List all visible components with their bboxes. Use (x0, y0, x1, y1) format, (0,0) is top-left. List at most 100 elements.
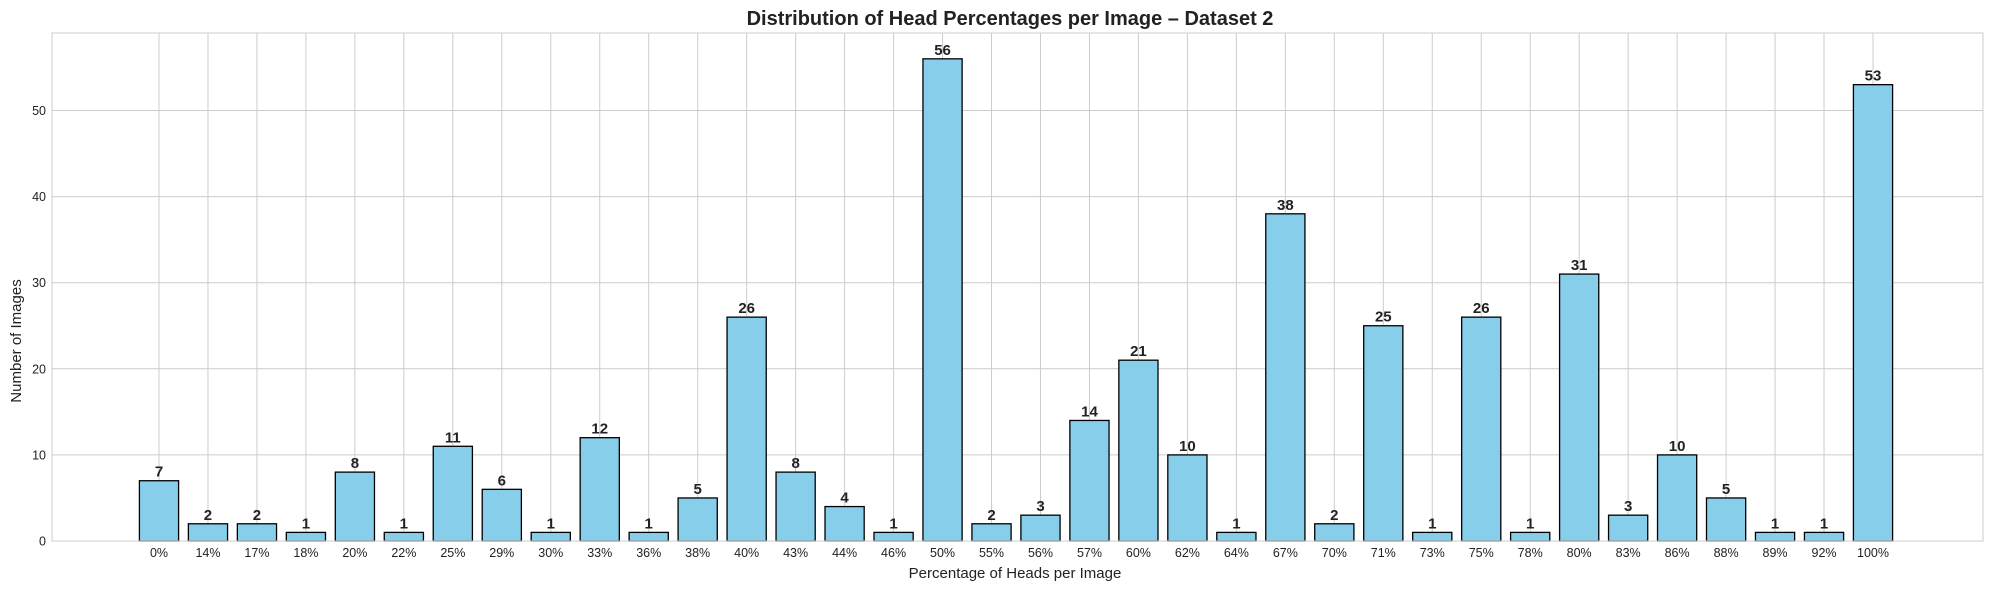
bar-value-label: 56 (934, 42, 951, 59)
y-tick-label: 0 (39, 535, 46, 549)
x-axis-ticks: 0% 14% 17% 18% 20% 22% 25% 29% 30% 33% 36% 38% 40% 43… (150, 546, 1889, 560)
x-tick-label: 20% (342, 546, 367, 560)
bar (1705, 497, 1747, 542)
x-axis-label: Percentage of Heads per Image (909, 565, 1122, 582)
plot-frame (51, 32, 1984, 542)
y-tick-label: 20 (32, 362, 46, 376)
bar (677, 497, 718, 542)
x-tick-label: 17% (244, 546, 269, 560)
bar-value-label: 5 (1722, 481, 1730, 498)
bar (383, 531, 425, 542)
bar (1069, 419, 1110, 542)
chart-title: Distribution of Head Percentages per Ima… (747, 8, 1274, 30)
bar (873, 531, 914, 542)
x-tick-label: 64% (1224, 546, 1249, 560)
bar-value-label: 1 (1232, 515, 1240, 532)
bar-value-label: 2 (204, 507, 212, 524)
bar-value-label: 1 (1526, 515, 1534, 532)
bar-value-label: 12 (591, 421, 608, 438)
x-tick-label: 36% (636, 546, 661, 560)
bar (1363, 325, 1404, 542)
bar (1167, 454, 1208, 542)
x-tick-label: 50% (930, 546, 955, 560)
bar-value-label: 2 (253, 507, 261, 524)
x-tick-label: 18% (293, 546, 318, 560)
x-tick-label: 43% (783, 546, 808, 560)
x-tick-label: 56% (1028, 546, 1053, 560)
x-tick-label: 73% (1420, 546, 1445, 560)
x-tick-label: 67% (1273, 546, 1298, 560)
bar (1656, 454, 1698, 542)
x-tick-label: 78% (1518, 546, 1543, 560)
x-tick-label: 55% (979, 546, 1004, 560)
bar (1412, 531, 1453, 542)
bar (579, 437, 620, 542)
bar (1607, 514, 1649, 542)
bar-value-label: 26 (1473, 300, 1490, 317)
bar-value-label: 1 (547, 515, 555, 532)
bar-value-label: 25 (1375, 309, 1392, 326)
bar (628, 531, 669, 542)
bar-value-label: 1 (1428, 515, 1436, 532)
bar (432, 445, 474, 542)
bar-value-label: 1 (1820, 515, 1828, 532)
x-tick-label: 14% (195, 546, 220, 560)
bar (1558, 273, 1600, 542)
bar (971, 523, 1012, 542)
bar-value-label: 1 (400, 515, 408, 532)
x-tick-label: 33% (587, 546, 612, 560)
bar-value-label: 38 (1277, 197, 1294, 214)
x-tick-label: 60% (1126, 546, 1151, 560)
bar (922, 58, 963, 542)
bar-value-label: 26 (738, 300, 755, 317)
bar (1118, 359, 1159, 542)
x-tick-label: 88% (1714, 546, 1739, 560)
y-axis-ticks: 0 10 20 30 40 50 (32, 104, 46, 549)
x-tick-label: 86% (1665, 546, 1690, 560)
bar-value-label: 53 (1865, 68, 1882, 85)
bar (236, 523, 278, 542)
bars (138, 58, 1894, 542)
bar (138, 480, 180, 542)
bar-value-label: 10 (1669, 438, 1686, 455)
bar (824, 505, 865, 542)
bar-value-label: 4 (840, 490, 849, 507)
x-tick-label: 80% (1567, 546, 1592, 560)
x-tick-label: 57% (1077, 546, 1102, 560)
x-tick-label: 40% (734, 546, 759, 560)
bar (1754, 531, 1796, 542)
x-tick-label: 92% (1812, 546, 1837, 560)
bar-value-label: 6 (498, 472, 506, 489)
bar-value-label: 3 (1036, 498, 1044, 515)
bar-value-label: 3 (1624, 498, 1632, 515)
x-tick-label: 83% (1616, 546, 1641, 560)
bar (334, 471, 376, 542)
x-tick-label: 44% (832, 546, 857, 560)
x-tick-label: 70% (1322, 546, 1347, 560)
bar-value-label: 21 (1130, 343, 1147, 360)
x-tick-label: 75% (1469, 546, 1494, 560)
y-tick-label: 50 (32, 104, 46, 118)
bar (530, 531, 572, 542)
y-tick-label: 30 (32, 276, 46, 290)
bar (187, 523, 229, 542)
bar-value-label: 8 (351, 455, 359, 472)
x-tick-label: 100% (1857, 546, 1889, 560)
bar (1265, 213, 1306, 542)
x-tick-label: 22% (391, 546, 416, 560)
bar (1509, 531, 1551, 542)
bar-value-label: 2 (1330, 507, 1338, 524)
bar-value-label: 1 (645, 515, 653, 532)
y-axis-label: Number of Images (8, 279, 25, 402)
bar-value-label: 7 (155, 464, 163, 481)
x-tick-label: 38% (685, 546, 710, 560)
bar-value-label: 10 (1179, 438, 1196, 455)
bar (481, 488, 523, 542)
bar (1314, 523, 1355, 542)
bar-value-label: 31 (1571, 257, 1588, 274)
bar-value-label: 14 (1081, 403, 1098, 420)
bar (1020, 514, 1061, 542)
bar-value-label: 2 (987, 507, 995, 524)
x-tick-label: 71% (1371, 546, 1396, 560)
